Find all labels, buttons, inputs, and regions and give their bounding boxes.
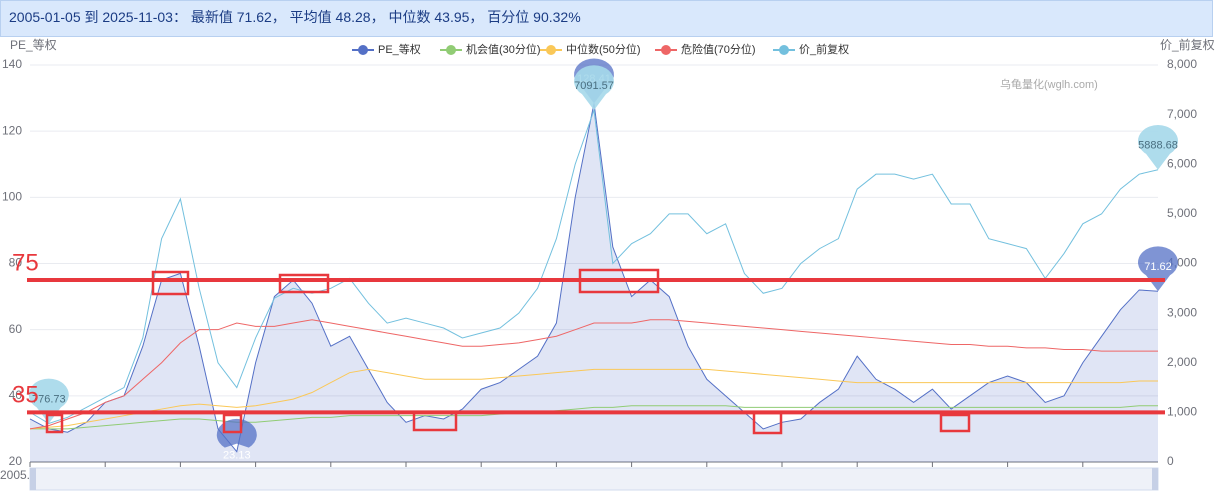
series-line <box>30 405 1158 430</box>
highlight-box <box>578 268 660 294</box>
highlight-box <box>45 413 64 434</box>
pin-marker <box>28 378 69 424</box>
legend-swatch <box>446 45 456 55</box>
pin: 5888.68 <box>1138 124 1178 170</box>
watermark: 乌龟量化(wglh.com) <box>1000 77 1098 91</box>
y-tick-label: 20 <box>9 454 23 468</box>
legend-item[interactable]: 价_前复权 <box>773 42 849 56</box>
highlight-box <box>939 413 971 433</box>
pin-label: 5888.68 <box>1138 140 1178 152</box>
highlight-box <box>222 413 243 434</box>
legend-item[interactable]: 中位数(50分位) <box>540 42 641 56</box>
pin-marker <box>574 65 614 111</box>
highlight-boxes <box>45 268 971 435</box>
legend-label: 中位数(50分位) <box>566 42 641 56</box>
y2-tick-label: 0 <box>1167 454 1174 468</box>
legend-label: PE_等权 <box>378 42 421 56</box>
legend-label: 价_前复权 <box>799 42 849 56</box>
area <box>30 103 1158 463</box>
y2-axis-label: 价_前复权 <box>1160 37 1215 52</box>
legend-item[interactable]: 机会值(30分位) <box>440 42 541 56</box>
zoom-track[interactable] <box>29 467 1159 491</box>
y2-tick-label: 7,000 <box>1167 107 1197 121</box>
y2-tick-label: 2,000 <box>1167 355 1197 369</box>
y2-tick-label: 6,000 <box>1167 156 1197 170</box>
data-zoom[interactable] <box>29 467 1159 491</box>
plot-layer: 2040608010012014001,0002,0003,0004,0005,… <box>0 42 1197 482</box>
y2-tick-label: 1,000 <box>1167 405 1197 419</box>
pin-label: 23.13 <box>223 450 251 462</box>
legend-swatch <box>546 45 556 55</box>
y-tick-label: 40 <box>9 388 23 402</box>
reference-label: 35 <box>12 382 39 409</box>
pin-label: 776.73 <box>32 393 66 405</box>
series-line <box>29 109 1159 425</box>
series-line <box>29 368 1158 430</box>
zoom-handle[interactable] <box>30 468 36 490</box>
highlight-box <box>278 273 330 294</box>
y-tick-label: 80 <box>9 256 23 270</box>
zoom-handle[interactable] <box>1152 468 1158 490</box>
legend: PE_等权 机会值(30分位) 中位数(50分位) 危险值(70分位) 价_前复权 <box>352 42 849 56</box>
pin: 776.73 <box>28 378 69 424</box>
pin-label: 71.62 <box>1144 261 1172 273</box>
y2-tick-label: 5,000 <box>1167 206 1197 220</box>
legend-item[interactable]: 危险值(70分位) <box>655 42 756 56</box>
y-axis-label: PE_等权 <box>10 38 57 52</box>
reference-label: 75 <box>12 249 39 276</box>
y-tick-label: 140 <box>2 57 22 71</box>
legend-label: 机会值(30分位) <box>466 42 541 56</box>
y-tick-label: 60 <box>9 322 23 336</box>
y2-tick-label: 3,000 <box>1167 305 1197 319</box>
summary-header: 2005-01-05 到 2025-11-03： 最新值 71.62， 平均值 … <box>0 0 1213 37</box>
pin-marker <box>1138 124 1178 170</box>
pin: 7091.57 <box>574 65 614 111</box>
legend-swatch <box>661 45 671 55</box>
pin: 71.62 <box>1138 246 1178 292</box>
legend-swatch <box>779 45 789 55</box>
legend-swatch <box>358 45 368 55</box>
highlight-box <box>752 411 783 435</box>
pin-marker <box>1138 246 1178 292</box>
y-tick-label: 120 <box>2 123 22 137</box>
pin-label: 7091.57 <box>574 80 614 92</box>
legend-item[interactable]: PE_等权 <box>352 42 421 56</box>
legend-label: 危险值(70分位) <box>681 42 756 56</box>
series-line <box>29 319 1158 430</box>
highlight-box <box>412 411 458 432</box>
y2-tick-label: 8,000 <box>1167 57 1197 71</box>
y-tick-label: 100 <box>2 190 22 204</box>
highlight-box <box>151 270 190 296</box>
